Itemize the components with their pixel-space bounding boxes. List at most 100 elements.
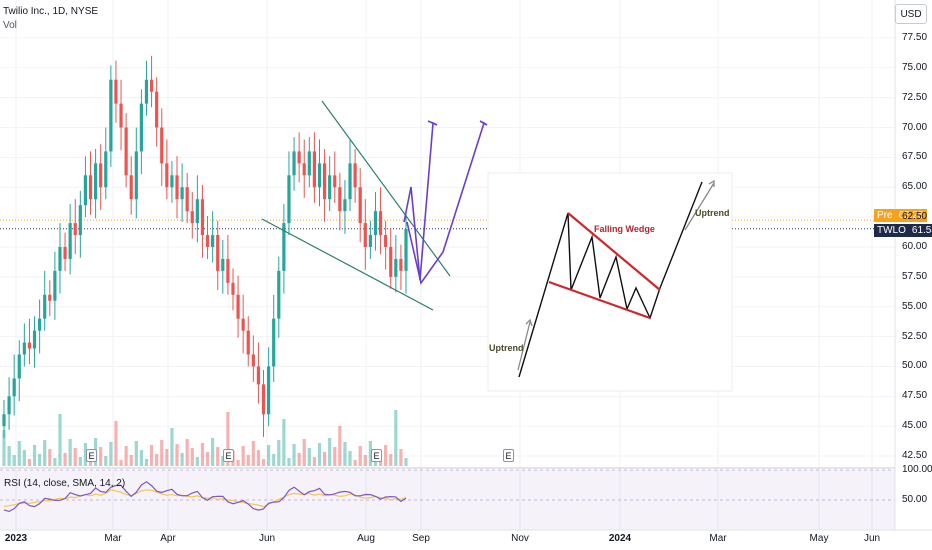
candle-body	[384, 235, 387, 247]
volume-bar	[216, 447, 219, 466]
volume-bar	[308, 448, 311, 466]
volume-bar	[48, 449, 51, 466]
candle-body	[48, 295, 51, 301]
candle-body	[84, 175, 87, 205]
volume-bar	[18, 441, 21, 466]
candle-body	[109, 80, 112, 152]
uptrend-left-label: Uptrend	[489, 343, 524, 353]
earnings-marker[interactable]: E	[86, 449, 97, 462]
candle-body	[404, 229, 407, 271]
candle-body	[211, 235, 214, 247]
volume-bar	[292, 444, 295, 466]
volume-bar	[170, 428, 173, 466]
candle-body	[28, 343, 31, 349]
x-tick-label: Jun	[259, 533, 275, 544]
volume-label: Vol	[3, 20, 17, 31]
candle-body	[379, 211, 382, 235]
rsi-label: RSI (14, close, SMA, 14, 2)	[4, 478, 125, 489]
falling-wedge-inset	[488, 173, 732, 391]
y-tick-label: 72.50	[902, 92, 927, 103]
y-tick-label: 45.00	[902, 420, 927, 431]
y-tick-label: 50.00	[902, 360, 927, 371]
volume-bar	[79, 457, 82, 466]
candle-body	[201, 199, 204, 235]
candle-body	[298, 151, 301, 163]
x-tick-label: 2023	[5, 533, 27, 544]
earnings-marker[interactable]: E	[223, 449, 234, 462]
volume-bar	[53, 458, 56, 466]
candle-body	[125, 128, 128, 176]
volume-bar	[33, 445, 36, 466]
candle-body	[94, 163, 97, 199]
volume-bar	[252, 441, 255, 466]
volume-bar	[160, 440, 163, 466]
candle-body	[247, 331, 250, 355]
volume-bar	[404, 458, 407, 466]
currency-button[interactable]: USD	[895, 4, 927, 24]
volume-bar	[186, 439, 189, 466]
y-tick-label: 60.00	[902, 241, 927, 252]
y-tick-label: 75.00	[902, 62, 927, 73]
x-tick-label: Mar	[104, 533, 121, 544]
candle-body	[145, 80, 148, 104]
volume-bar	[318, 443, 321, 466]
candle-body	[257, 366, 260, 384]
candle-body	[374, 211, 377, 235]
candle-body	[155, 92, 158, 128]
last-price-tag: TWLO 61.53	[874, 224, 932, 237]
x-tick-label: Apr	[160, 533, 176, 544]
candle-body	[236, 295, 239, 319]
volume-bar	[69, 439, 72, 466]
candle-body	[277, 271, 280, 319]
candle-body	[364, 223, 367, 247]
x-tick-label: Jun	[864, 533, 880, 544]
candle-body	[186, 187, 189, 211]
candle-body	[114, 80, 117, 104]
volume-bar	[399, 449, 402, 466]
volume-bar	[257, 450, 260, 466]
volume-bar	[343, 442, 346, 466]
volume-bar	[282, 419, 285, 466]
candle-body	[267, 366, 270, 414]
candle-body	[323, 163, 326, 199]
volume-bar	[328, 438, 331, 466]
volume-bar	[99, 447, 102, 466]
candle-body	[2, 414, 5, 426]
candle-body	[175, 175, 178, 199]
candle-body	[389, 247, 392, 277]
candle-body	[196, 199, 199, 223]
earnings-marker[interactable]: E	[503, 449, 514, 462]
candle-body	[181, 187, 184, 199]
candle-body	[399, 259, 402, 271]
volume-bar	[7, 446, 10, 466]
candle-body	[191, 211, 194, 223]
candle-body	[53, 271, 56, 301]
volume-bar	[135, 441, 138, 466]
candle-body	[328, 175, 331, 199]
candle-body	[348, 163, 351, 199]
volume-bar	[38, 454, 41, 466]
volume-bar	[303, 439, 306, 466]
candle-body	[23, 343, 26, 355]
volume-bar	[236, 460, 239, 466]
candle-body	[104, 151, 107, 187]
volume-bar	[140, 450, 143, 466]
earnings-marker[interactable]: E	[371, 449, 382, 462]
x-tick-label: Sep	[412, 533, 430, 544]
volume-bar	[364, 455, 367, 466]
candle-body	[303, 163, 306, 175]
candle-body	[79, 205, 82, 235]
volume-bar	[150, 445, 153, 466]
candle-body	[308, 151, 311, 175]
x-tick-label: 2024	[609, 533, 631, 544]
volume-bar	[211, 438, 214, 466]
volume-bar	[145, 459, 148, 466]
y-tick-label: 47.50	[902, 390, 927, 401]
volume-bar	[338, 426, 341, 466]
volume-bar	[175, 444, 178, 466]
candle-body	[7, 396, 10, 414]
candle-body	[165, 163, 168, 187]
volume-bar	[201, 443, 204, 466]
